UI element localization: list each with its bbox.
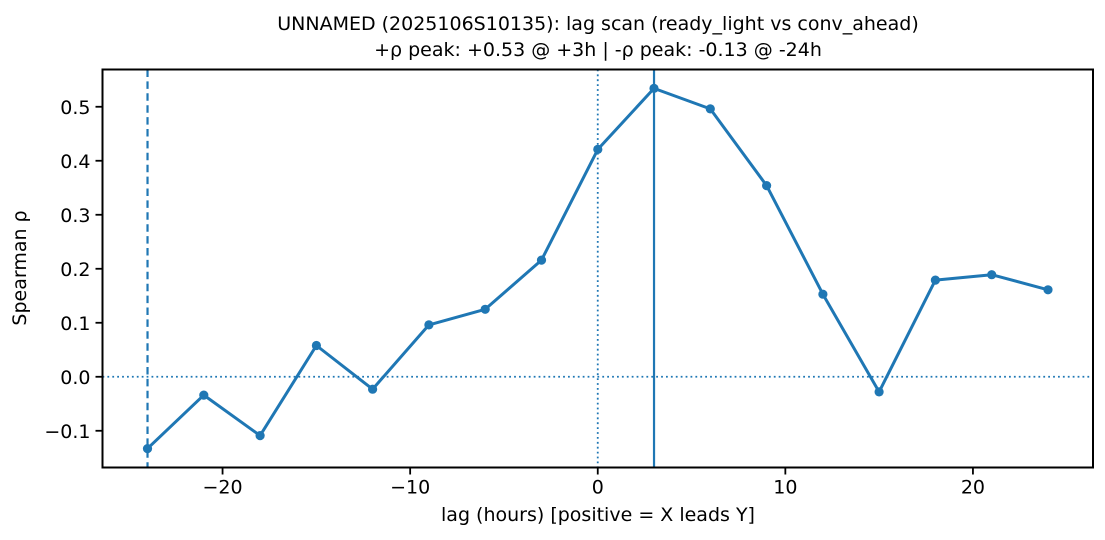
data-point-marker (311, 340, 321, 351)
data-point-marker (649, 83, 659, 93)
chart-subtitle: +ρ peak: +0.53 @ +3h | -ρ peak: -0.13 @ … (374, 39, 822, 61)
data-point-marker (987, 270, 997, 280)
axes-spines-and-ticks (95, 68, 1094, 475)
data-point-marker (818, 289, 828, 299)
x-tick-label: 10 (773, 477, 797, 499)
y-tick-label: 0.2 (60, 259, 90, 281)
data-point-marker (536, 255, 547, 265)
data-point-marker (930, 275, 941, 285)
data-point-marker (199, 390, 209, 400)
y-tick-label: 0.0 (60, 367, 90, 389)
series (142, 83, 1053, 454)
data-point-marker (762, 181, 772, 191)
y-axis-label: Spearman ρ (9, 210, 31, 325)
y-tick-label: 0.1 (60, 313, 90, 335)
data-point-marker (255, 431, 265, 441)
y-tick-label: 0.3 (60, 205, 90, 227)
data-point-marker (424, 320, 434, 330)
x-tick-label: −10 (390, 477, 430, 499)
y-tick-labels: 0.5 0.4 0.3 0.2 0.1 0.0 −0.1 (44, 97, 90, 443)
y-tick-label: 0.4 (60, 151, 90, 173)
y-tick-label: −0.1 (44, 421, 90, 443)
data-point-marker (593, 144, 603, 154)
x-tick-labels: −20 −10 0 10 20 (203, 477, 986, 499)
data-point-marker (705, 104, 715, 114)
chart-title: UNNAMED (2025106S10135): lag scan (ready… (277, 13, 919, 35)
data-point-marker (874, 387, 884, 397)
data-point-marker (368, 384, 378, 394)
data-point-marker (142, 444, 153, 454)
x-tick-label: 20 (961, 477, 985, 499)
data-point-marker (1043, 285, 1053, 295)
data-point-marker (480, 304, 490, 314)
x-tick-label: 0 (592, 477, 604, 499)
y-tick-label: 0.5 (60, 97, 90, 119)
x-axis-label: lag (hours) [positive = X leads Y] (441, 504, 755, 526)
reference-lines (102, 69, 1093, 468)
x-tick-label: −20 (203, 477, 243, 499)
